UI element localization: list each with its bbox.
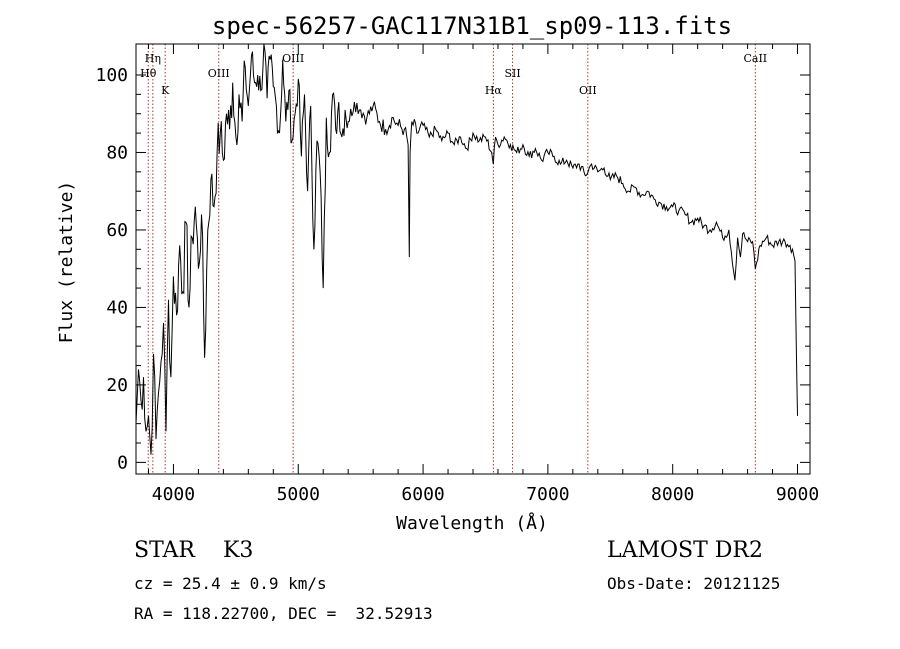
line-marker-label: Hη [145, 52, 161, 65]
y-tick-label: 80 [106, 142, 128, 163]
y-axis: 0 20 40 60 80 100 [95, 65, 810, 473]
x-tick-label: 4000 [152, 484, 195, 505]
y-tick-label: 60 [106, 220, 128, 241]
spectrum-line [135, 43, 798, 455]
x-axis: 4000 5000 6000 7000 8000 9000 [147, 44, 819, 505]
y-tick-label: 100 [95, 65, 128, 86]
redshift-velocity: cz = 25.4 ± 0.9 km/s [134, 574, 327, 593]
chart-title: spec-56257-GAC117N31B1_sp09-113.fits [212, 12, 732, 40]
plot-frame [135, 43, 811, 475]
line-marker-label: Hθ [140, 67, 157, 80]
x-axis-label: Wavelength (Å) [396, 512, 548, 534]
x-tick-label: 8000 [651, 484, 694, 505]
x-tick-label: 6000 [401, 484, 444, 505]
y-tick-label: 0 [117, 452, 128, 473]
y-tick-label: 40 [106, 297, 128, 318]
survey-name: LAMOST DR2 [607, 538, 763, 563]
x-tick-label: 5000 [277, 484, 320, 505]
line-marker-label: K [161, 84, 170, 97]
coordinates: RA = 118.22700, DEC = 32.52913 [134, 604, 433, 623]
y-tick-label: 20 [106, 375, 128, 396]
line-marker-label: CaII [743, 52, 767, 65]
line-marker-label: OIII [282, 52, 304, 65]
line-marker-label: SII [504, 67, 520, 80]
observation-date: Obs-Date: 20121125 [607, 574, 781, 593]
y-axis-label: Flux (relative) [56, 181, 77, 344]
object-class: STAR K3 [134, 538, 254, 563]
line-marker-label: OIII [208, 67, 230, 80]
x-tick-label: 7000 [526, 484, 569, 505]
line-marker-label: OII [579, 84, 597, 97]
x-tick-label: 9000 [776, 484, 819, 505]
spectrum-series [135, 43, 798, 455]
line-marker-label: Hα [485, 84, 503, 97]
